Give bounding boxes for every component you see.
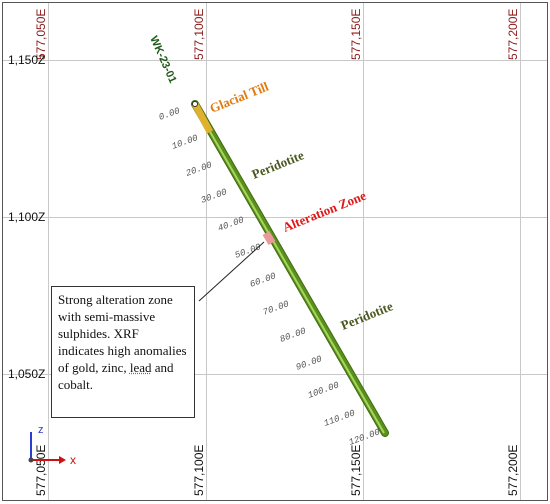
callout-leader-line [198, 241, 265, 302]
drillhole-trace [191, 100, 389, 437]
elevation-label-3: 1,050Z [8, 367, 45, 381]
drillhole-highlight [193, 103, 385, 434]
collar-marker [192, 101, 198, 107]
easting-label-top-3: 577,150E [349, 9, 363, 60]
elevation-label-1: 1,150Z [8, 53, 45, 67]
alteration-zone-segment [262, 230, 276, 246]
axis-z-label: z [38, 424, 44, 436]
callout-text: Strong alteration zone with semi-massive… [58, 292, 187, 375]
axis-x-arrow [59, 456, 66, 464]
axes-origin [28, 457, 34, 463]
elevation-label-2: 1,100Z [8, 210, 45, 224]
axes-gizmo: z x [28, 424, 76, 467]
easting-label-bottom-2: 577,100E [192, 445, 206, 496]
easting-label-top-4: 577,200E [506, 9, 520, 60]
easting-label-bottom-3: 577,150E [349, 445, 363, 496]
easting-label-top-1: 577,050E [34, 9, 48, 60]
easting-label-bottom-1: 577,050E [34, 445, 48, 496]
callout-text-end: and cobalt. [58, 360, 174, 392]
easting-label-top-2: 577,100E [192, 9, 206, 60]
glacial-till-segment [191, 102, 214, 134]
alteration-callout-box: Strong alteration zone with semi-massive… [51, 286, 195, 418]
callout-text-underlined: lead [129, 360, 152, 375]
axis-x-label: x [70, 453, 76, 467]
easting-label-bottom-4: 577,200E [506, 445, 520, 496]
